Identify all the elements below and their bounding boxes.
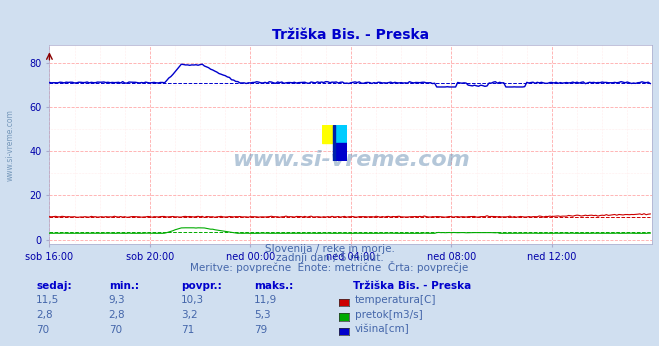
Text: maks.:: maks.: [254, 281, 293, 291]
Text: 70: 70 [109, 325, 122, 335]
Text: www.si-vreme.com: www.si-vreme.com [232, 151, 470, 170]
Text: 2,8: 2,8 [36, 310, 53, 320]
Bar [334, 125, 347, 143]
Text: 9,3: 9,3 [109, 295, 125, 306]
Text: min.:: min.: [109, 281, 139, 291]
Text: pretok[m3/s]: pretok[m3/s] [355, 310, 422, 320]
Text: 70: 70 [36, 325, 49, 335]
Text: 71: 71 [181, 325, 194, 335]
Text: povpr.:: povpr.: [181, 281, 222, 291]
Text: 10,3: 10,3 [181, 295, 204, 306]
Text: višina[cm]: višina[cm] [355, 324, 409, 335]
Text: sedaj:: sedaj: [36, 281, 72, 291]
Text: 11,9: 11,9 [254, 295, 277, 306]
Text: 11,5: 11,5 [36, 295, 59, 306]
Text: 2,8: 2,8 [109, 310, 125, 320]
Text: zadnji dan / 5 minut.: zadnji dan / 5 minut. [275, 253, 384, 263]
Text: Slovenija / reke in morje.: Slovenija / reke in morje. [264, 244, 395, 254]
Polygon shape [333, 125, 335, 161]
Text: Meritve: povprečne  Enote: metrične  Črta: povprečje: Meritve: povprečne Enote: metrične Črta:… [190, 261, 469, 273]
Polygon shape [334, 143, 347, 161]
Text: 79: 79 [254, 325, 267, 335]
Text: www.si-vreme.com: www.si-vreme.com [5, 109, 14, 181]
Text: temperatura[C]: temperatura[C] [355, 295, 436, 306]
Text: 5,3: 5,3 [254, 310, 270, 320]
Title: Tržiška Bis. - Preska: Tržiška Bis. - Preska [272, 28, 430, 43]
Bar [322, 125, 334, 143]
Text: 3,2: 3,2 [181, 310, 198, 320]
Text: Tržiška Bis. - Preska: Tržiška Bis. - Preska [353, 281, 471, 291]
